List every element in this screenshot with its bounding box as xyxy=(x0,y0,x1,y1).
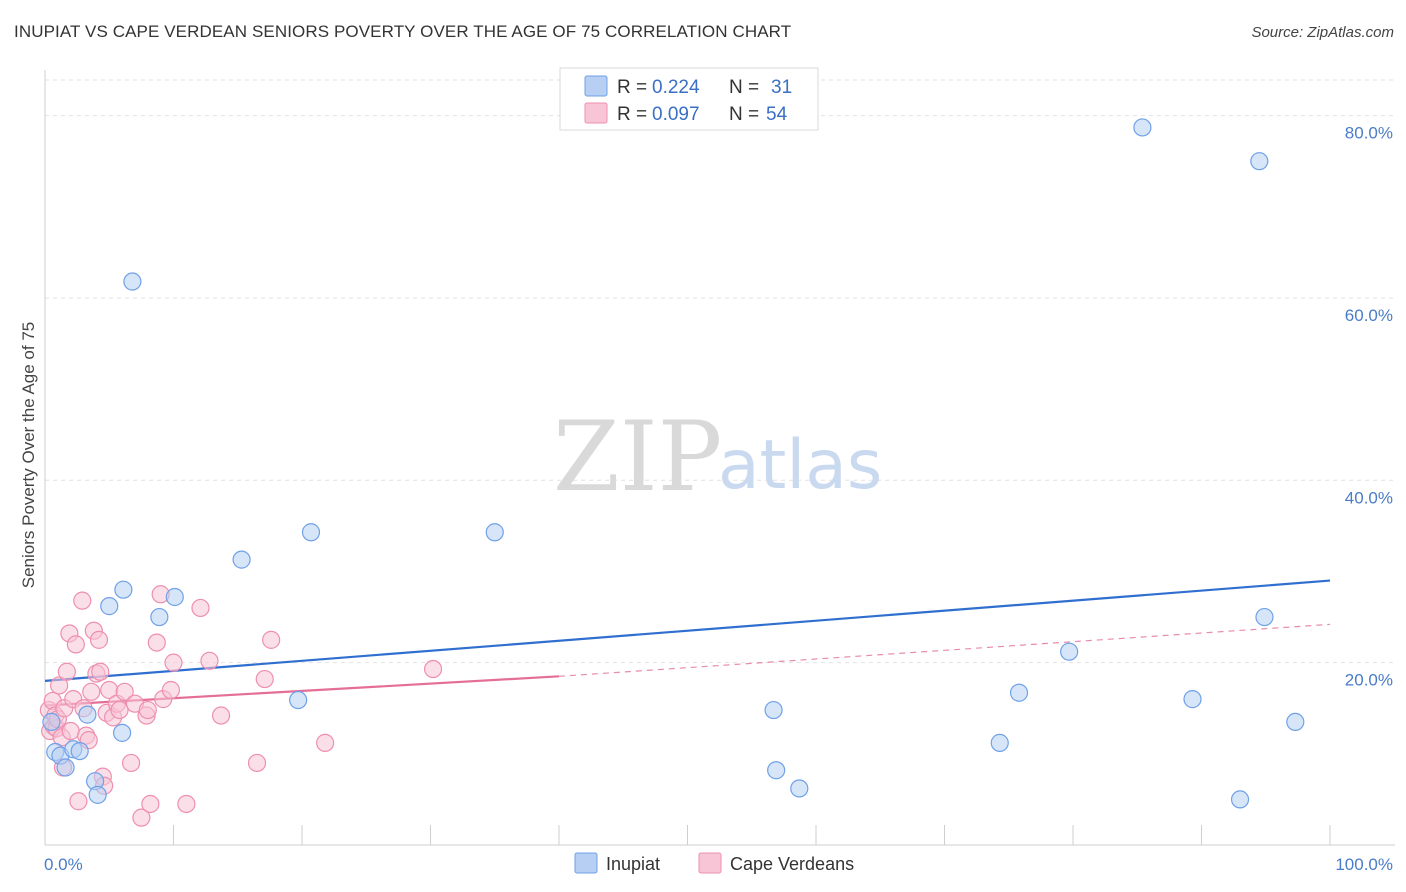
point-cape-verdeans xyxy=(161,680,181,700)
point-cape-verdeans xyxy=(164,653,183,672)
bottom-legend-swatch-cape-verdeans xyxy=(698,852,722,874)
point-inupiat xyxy=(1183,690,1202,709)
point-inupiat xyxy=(100,597,119,616)
point-inupiat xyxy=(301,523,321,542)
point-inupiat xyxy=(764,700,783,720)
legend-swatch-cape-verdeans xyxy=(584,102,608,124)
point-inupiat xyxy=(1009,683,1029,702)
legend-r-label: R = xyxy=(617,104,647,125)
x-tick-label: 100.0% xyxy=(1335,855,1393,874)
y-tick-label: 20.0% xyxy=(1345,671,1393,690)
point-inupiat xyxy=(1133,118,1152,137)
point-inupiat xyxy=(1250,152,1269,171)
point-inupiat xyxy=(42,712,61,732)
point-cape-verdeans xyxy=(89,630,109,649)
point-cape-verdeans xyxy=(69,792,88,811)
point-cape-verdeans xyxy=(262,630,281,649)
watermark-zip: ZIP xyxy=(553,401,722,513)
point-cape-verdeans xyxy=(141,794,160,814)
point-cape-verdeans xyxy=(211,706,231,725)
y-axis-label: Seniors Poverty Over the Age of 75 xyxy=(19,322,38,588)
point-cape-verdeans xyxy=(255,669,274,689)
legend-n-label: N = xyxy=(729,104,759,125)
point-inupiat xyxy=(1286,712,1305,732)
point-inupiat xyxy=(165,587,184,607)
point-inupiat xyxy=(790,779,809,798)
y-tick-label: 80.0% xyxy=(1345,124,1393,143)
point-cape-verdeans xyxy=(57,662,76,681)
point-cape-verdeans xyxy=(121,753,141,773)
point-cape-verdeans xyxy=(66,635,85,654)
point-inupiat xyxy=(112,723,132,742)
point-inupiat xyxy=(289,690,308,710)
source-credit: Source: ZipAtlas.com xyxy=(1251,24,1394,41)
point-cape-verdeans xyxy=(115,682,134,701)
point-cape-verdeans xyxy=(147,633,166,652)
tick-labels: 20.0% 40.0% 60.0% 80.0% 0.0% 100.0% xyxy=(44,124,1393,874)
point-cape-verdeans xyxy=(50,676,69,695)
point-inupiat xyxy=(114,580,133,599)
trend-lines xyxy=(44,579,1331,707)
legend-n-value: 54 xyxy=(766,104,788,125)
legend-r-value: 0.097 xyxy=(652,104,700,125)
point-cape-verdeans xyxy=(316,733,335,752)
point-cape-verdeans xyxy=(423,659,443,679)
point-cape-verdeans xyxy=(110,700,129,720)
point-cape-verdeans xyxy=(247,753,267,773)
watermark-atlas: atlas xyxy=(718,426,882,505)
point-cape-verdeans xyxy=(200,651,219,670)
point-cape-verdeans xyxy=(138,700,157,720)
legend-swatch-inupiat xyxy=(584,75,608,97)
chart-title: INUPIAT VS CAPE VERDEAN SENIORS POVERTY … xyxy=(14,22,792,41)
point-inupiat xyxy=(78,705,97,724)
trend-line-inupiat xyxy=(44,579,1331,682)
grid-lines xyxy=(45,79,1395,664)
point-inupiat xyxy=(88,785,107,804)
point-inupiat xyxy=(1255,607,1274,627)
legend: R = 0.224 N = 31 R = 0.097 N = 54 xyxy=(559,67,819,131)
point-inupiat xyxy=(232,550,251,569)
bottom-legend-label-cape-verdeans: Cape Verdeans xyxy=(730,854,854,874)
x-tick-label: 0.0% xyxy=(44,855,83,874)
point-inupiat xyxy=(990,733,1009,752)
point-cape-verdeans xyxy=(132,808,151,827)
bottom-legend: Inupiat Cape Verdeans xyxy=(574,852,854,874)
point-cape-verdeans xyxy=(82,682,101,701)
point-cape-verdeans xyxy=(61,721,80,741)
point-cape-verdeans xyxy=(73,591,92,610)
point-inupiat xyxy=(1060,642,1079,661)
point-inupiat xyxy=(123,272,142,291)
legend-entry-inupiat: R = 0.224 N = 31 xyxy=(584,75,792,98)
point-inupiat xyxy=(70,741,89,761)
point-cape-verdeans xyxy=(91,662,110,681)
trend-line-cape-verdeans-extension xyxy=(558,623,1331,677)
point-inupiat xyxy=(150,607,169,627)
point-cape-verdeans xyxy=(191,598,210,618)
legend-entry-cape-verdeans: R = 0.097 N = 54 xyxy=(584,102,788,125)
bottom-legend-swatch-inupiat xyxy=(574,852,598,874)
y-tick-label: 40.0% xyxy=(1345,488,1393,507)
legend-r-label: R = xyxy=(617,77,647,98)
legend-n-label: N = xyxy=(729,77,759,98)
point-cape-verdeans xyxy=(177,794,196,814)
point-inupiat xyxy=(1230,790,1250,809)
point-inupiat xyxy=(485,523,504,542)
bottom-legend-label-inupiat: Inupiat xyxy=(606,854,660,874)
data-points xyxy=(39,118,1305,827)
legend-n-value: 31 xyxy=(771,77,792,98)
legend-r-value: 0.224 xyxy=(652,77,700,98)
y-tick-label: 60.0% xyxy=(1345,306,1393,325)
point-inupiat xyxy=(767,761,786,780)
point-inupiat xyxy=(56,758,75,777)
axes xyxy=(44,70,1395,846)
